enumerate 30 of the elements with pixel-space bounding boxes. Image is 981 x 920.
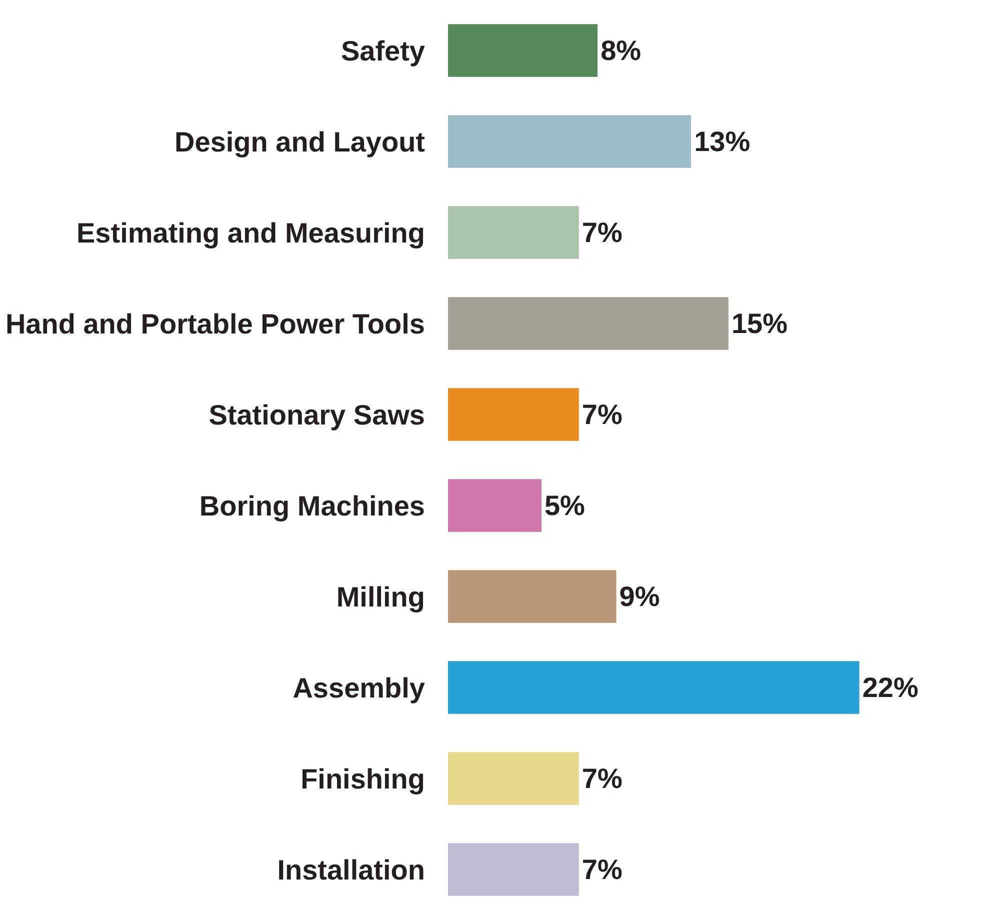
y-tick-label: Milling	[336, 581, 425, 612]
bar	[448, 843, 579, 896]
data-label: 8%	[600, 35, 642, 66]
y-tick-label: Stationary Saws	[208, 399, 425, 430]
bar	[448, 24, 598, 77]
bar	[448, 388, 579, 441]
y-tick-label: Finishing	[300, 763, 425, 794]
data-label: 7%	[582, 854, 622, 885]
data-label: 15%	[731, 308, 788, 339]
y-tick-label: Estimating and Measuring	[76, 217, 425, 248]
data-label: 7%	[582, 399, 622, 430]
bar	[448, 206, 579, 259]
data-label: 7%	[582, 763, 622, 794]
bar	[448, 661, 860, 714]
y-tick-label: Hand and Portable Power Tools	[5, 308, 425, 340]
data-label: 5%	[544, 490, 586, 521]
y-tick-label: Assembly	[292, 672, 426, 704]
bar	[448, 297, 728, 350]
bar	[448, 570, 616, 623]
data-label: 22%	[862, 672, 918, 703]
y-tick-label: Design and Layout	[174, 126, 425, 158]
data-label: 7%	[582, 217, 622, 248]
bar	[448, 752, 579, 805]
bar	[448, 479, 542, 532]
y-tick-label: Installation	[277, 854, 425, 886]
data-label: 9%	[619, 581, 660, 612]
data-label: 13%	[694, 126, 750, 157]
bar	[448, 115, 692, 168]
y-tick-label: Boring Machines	[199, 490, 425, 522]
y-tick-label: Safety	[340, 35, 426, 66]
